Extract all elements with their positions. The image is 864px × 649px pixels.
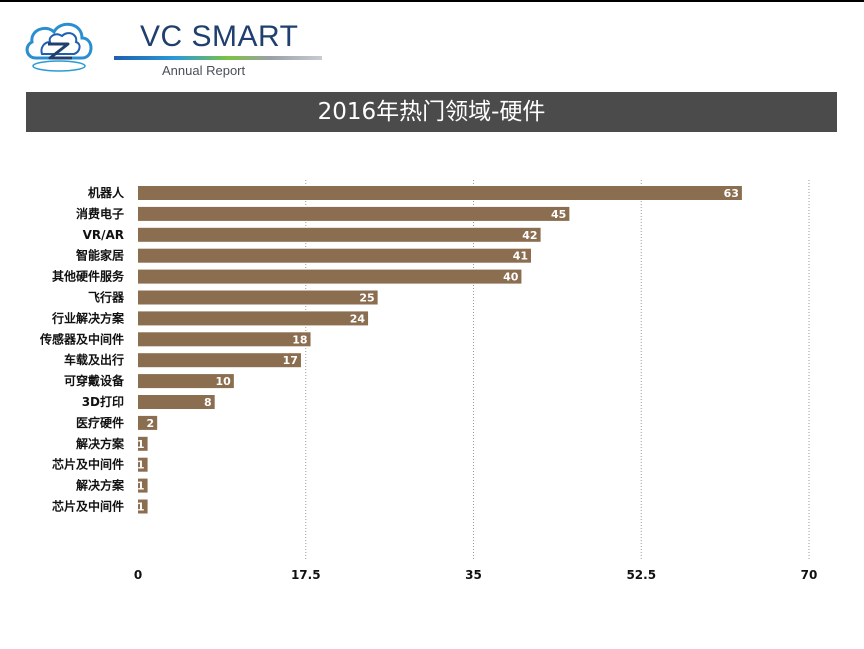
category-label: 芯片及中间件: [52, 499, 124, 514]
value-label: 17: [283, 354, 298, 367]
value-label: 1: [137, 480, 145, 493]
category-label: 其他硬件服务: [52, 269, 125, 284]
value-label: 45: [551, 208, 566, 221]
x-tick-label: 17.5: [291, 568, 321, 582]
category-label: 医疗硬件: [76, 415, 124, 430]
value-label: 63: [724, 187, 739, 200]
x-tick-label: 0: [134, 568, 142, 582]
bar: [138, 457, 148, 472]
x-tick-label: 70: [801, 568, 818, 582]
category-label: 飞行器: [88, 290, 125, 305]
value-label: 1: [137, 438, 145, 451]
bar: [138, 415, 158, 430]
value-label: 8: [204, 396, 212, 409]
value-label: 18: [292, 333, 307, 346]
x-tick-label: 35: [465, 568, 482, 582]
value-label: 10: [216, 375, 232, 388]
bar: [138, 353, 301, 368]
bar: [138, 478, 148, 493]
bar: [138, 227, 541, 242]
category-label: 车载及出行: [64, 352, 124, 367]
category-label: 消费电子: [76, 206, 124, 221]
value-label: 25: [359, 292, 374, 305]
top-border-rule: [0, 0, 864, 2]
bar: [138, 374, 234, 389]
bar: [138, 499, 148, 514]
brand-underline: [114, 56, 322, 60]
category-label: 解决方案: [76, 478, 125, 493]
page-title: 2016年热门领域-硬件: [26, 92, 837, 132]
value-label: 40: [503, 271, 519, 284]
brand-name: VC SMART: [140, 20, 299, 53]
category-label: 解决方案: [76, 436, 125, 451]
vc-smart-logo-icon: [25, 22, 93, 72]
bar: [138, 186, 742, 200]
category-label: 智能家居: [75, 248, 124, 263]
bar: [138, 206, 570, 221]
x-tick-label: 52.5: [626, 568, 656, 582]
category-label: 传感器及中间件: [39, 331, 124, 346]
bar: [138, 436, 148, 451]
category-label: 3D打印: [82, 394, 124, 409]
value-label: 41: [513, 250, 528, 263]
value-label: 1: [137, 459, 145, 472]
category-label: 可穿戴设备: [64, 373, 125, 388]
bar: [138, 332, 311, 347]
value-label: 24: [350, 312, 366, 325]
bar: [138, 269, 522, 284]
value-label: 1: [137, 501, 145, 514]
bar: [138, 248, 532, 263]
brand-block: VC SMART Annual Report: [114, 20, 324, 78]
bar: [138, 290, 378, 305]
value-label: 2: [147, 417, 155, 430]
bar: [138, 311, 369, 326]
bar: [138, 395, 215, 409]
value-label: 42: [522, 229, 537, 242]
category-label: 机器人: [88, 185, 125, 200]
category-label: 行业解决方案: [51, 310, 125, 325]
category-label: VR/AR: [83, 228, 124, 242]
brand-subtitle: Annual Report: [162, 63, 246, 78]
category-label: 芯片及中间件: [52, 457, 124, 472]
